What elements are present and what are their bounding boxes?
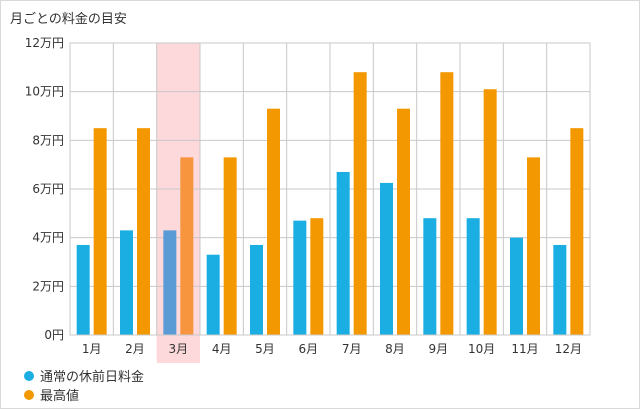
x-tick-label: 11月 <box>511 342 538 356</box>
bar-max <box>310 218 324 335</box>
bar-normal <box>76 244 90 335</box>
bar-max <box>93 128 107 335</box>
bar-normal <box>206 254 220 335</box>
x-tick-label: 3月 <box>169 342 189 356</box>
legend-label-max: 最高値 <box>40 389 80 404</box>
legend-item-normal: 通常の休前日料金 <box>24 366 144 385</box>
bar-max <box>397 108 410 335</box>
y-tick-label: 6万円 <box>32 182 64 196</box>
bar-max <box>223 157 237 335</box>
bar-normal <box>336 171 350 335</box>
bar-normal <box>553 244 567 335</box>
y-tick-label: 10万円 <box>25 85 64 99</box>
legend-label-normal: 通常の休前日料金 <box>40 370 145 385</box>
x-tick-label: 10月 <box>468 342 495 356</box>
bar-max <box>180 157 194 335</box>
bar-max <box>137 128 150 335</box>
x-tick-label: 12月 <box>555 342 582 356</box>
bar-normal <box>423 218 437 335</box>
x-tick-label: 5月 <box>255 342 275 356</box>
bar-normal <box>250 244 263 335</box>
legend-swatch-normal <box>24 370 34 381</box>
y-tick-label: 0円 <box>44 328 64 342</box>
y-tick-label: 4万円 <box>32 231 64 245</box>
bar-max <box>440 72 454 335</box>
y-tick-label: 12万円 <box>25 36 64 50</box>
bar-max <box>570 128 584 335</box>
bar-max <box>353 72 367 335</box>
bar-normal <box>510 237 523 335</box>
x-tick-label: 6月 <box>299 342 319 356</box>
bar-normal <box>163 230 177 335</box>
bar-max <box>483 89 497 335</box>
chart-title: 月ごとの料金の目安 <box>10 12 127 27</box>
highlight-band <box>156 43 200 363</box>
x-tick-label: 2月 <box>125 342 145 356</box>
plot-area-border <box>69 42 591 336</box>
legend-item-max: 最高値 <box>24 385 144 404</box>
y-tick-label: 8万円 <box>32 133 64 147</box>
bar-max <box>527 157 540 335</box>
legend-swatch-max <box>24 389 34 400</box>
chart-legend: 通常の休前日料金 最高値 <box>24 366 144 404</box>
bar-normal <box>120 230 133 335</box>
x-tick-label: 8月 <box>385 342 405 356</box>
bar-normal <box>466 218 480 335</box>
x-tick-label: 9月 <box>429 342 449 356</box>
x-tick-label: 4月 <box>212 342 232 356</box>
bar-max <box>267 108 280 335</box>
bar-normal <box>380 182 393 335</box>
bar-normal <box>293 220 307 335</box>
x-tick-label: 1月 <box>82 342 102 356</box>
y-tick-label: 2万円 <box>32 279 64 293</box>
x-tick-label: 7月 <box>342 342 362 356</box>
